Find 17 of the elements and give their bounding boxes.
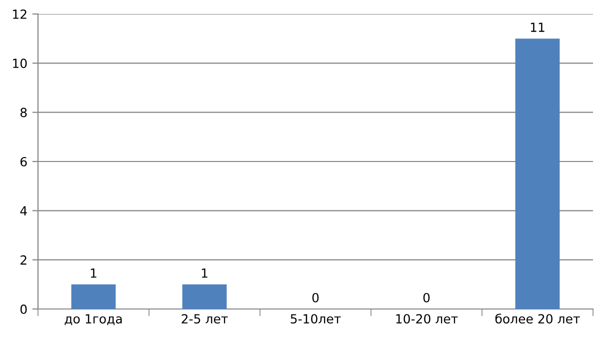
- y-tick-label: 2: [20, 255, 26, 265]
- y-tick-label: 12: [13, 9, 26, 19]
- data-label: 1: [202, 268, 208, 278]
- x-tick-label: 5-10лет: [290, 314, 341, 324]
- data-label: 0: [312, 292, 319, 302]
- y-tick-label: 10: [13, 58, 27, 68]
- y-tick-label: 8: [20, 108, 27, 118]
- x-tick-label: 10-20 лет: [396, 314, 458, 324]
- y-tick-label: 6: [20, 156, 27, 166]
- x-tick-label: 2-5 лет: [182, 314, 228, 324]
- data-label: 11: [530, 22, 544, 32]
- data-label: 1: [90, 268, 96, 278]
- x-tick-label: до 1года: [64, 314, 122, 326]
- y-tick-label: 4: [20, 206, 27, 216]
- data-label: 0: [423, 292, 430, 302]
- y-tick-label: 0: [20, 304, 27, 314]
- x-tick-label: более 20 лет: [495, 314, 580, 324]
